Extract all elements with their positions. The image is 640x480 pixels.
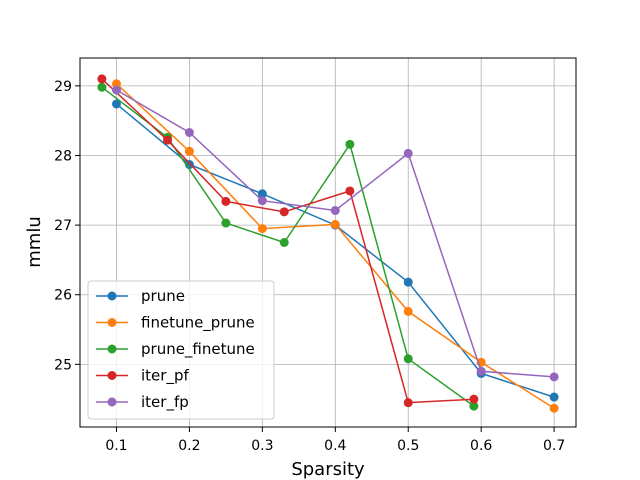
data-point (111, 85, 121, 95)
legend: prune finetune_prune prune_finetune iter_pf… (87, 280, 275, 420)
x-tick-label: 0.7 (543, 438, 565, 454)
legend-label: prune_finetune (141, 340, 255, 359)
legend-item: prune_finetune (96, 340, 255, 359)
series-lines (97, 74, 559, 413)
legend-box (87, 280, 275, 420)
data-point (330, 219, 340, 229)
legend-marker (107, 318, 117, 327)
data-point (549, 403, 559, 413)
y-tick-label: 25 (54, 357, 72, 373)
data-point (403, 398, 413, 408)
data-point (257, 224, 267, 234)
x-tick-label: 0.6 (470, 438, 492, 454)
series-iter_fp (111, 85, 559, 382)
data-point (279, 207, 289, 217)
x-tick-label: 0.4 (324, 438, 346, 454)
data-point (257, 196, 267, 206)
y-tick-label: 29 (54, 79, 72, 95)
legend-marker (107, 397, 117, 407)
data-point (469, 401, 479, 411)
data-point (549, 372, 559, 382)
x-tick-label: 0.2 (178, 438, 200, 454)
data-point (403, 148, 413, 158)
legend-item: iter_pf (96, 367, 189, 386)
x-axis-label: Sparsity (291, 459, 365, 480)
data-point (111, 79, 121, 89)
data-point (279, 238, 289, 247)
y-tick-label: 27 (54, 218, 72, 234)
data-point (97, 82, 107, 92)
data-point (221, 218, 231, 228)
x-tick-label: 0.3 (251, 438, 273, 454)
data-point (330, 205, 340, 215)
data-point (476, 366, 486, 376)
series-finetune_prune (111, 79, 559, 413)
data-point (184, 127, 194, 137)
data-point (549, 392, 559, 402)
legend-marker (107, 371, 117, 380)
legend-items: prune finetune_prune prune_finetune iter_pf… (96, 287, 255, 412)
data-point (345, 139, 355, 149)
y-axis-label: mmlu (24, 216, 45, 267)
data-point (469, 394, 479, 404)
data-point (257, 189, 267, 199)
data-point (345, 186, 355, 196)
legend-marker (107, 291, 117, 301)
legend-marker (107, 344, 117, 354)
plot-frame (79, 57, 577, 428)
axis-ticks: 0.1 0.2 0.3 0.4 0.5 0.6 0.7 25 26 27 28 29 (54, 79, 565, 454)
legend-label: iter_fp (141, 393, 189, 412)
legend-label: iter_pf (141, 367, 189, 386)
legend-item: finetune_prune (96, 314, 255, 333)
legend-label: prune (141, 287, 185, 305)
y-tick-label: 26 (54, 288, 72, 304)
x-tick-label: 0.5 (397, 438, 419, 454)
legend-item: iter_fp (96, 393, 189, 412)
x-tick-label: 0.1 (105, 438, 127, 454)
data-point (163, 135, 173, 145)
y-tick-label: 28 (54, 148, 72, 164)
data-point (403, 277, 413, 287)
data-point (97, 74, 107, 84)
series-iter_pf (97, 74, 479, 408)
legend-item: prune (96, 287, 185, 305)
data-point (184, 146, 194, 156)
data-point (403, 306, 413, 316)
data-point (221, 196, 231, 206)
legend-label: finetune_prune (141, 314, 255, 333)
data-point (403, 354, 413, 364)
data-point (111, 99, 121, 109)
